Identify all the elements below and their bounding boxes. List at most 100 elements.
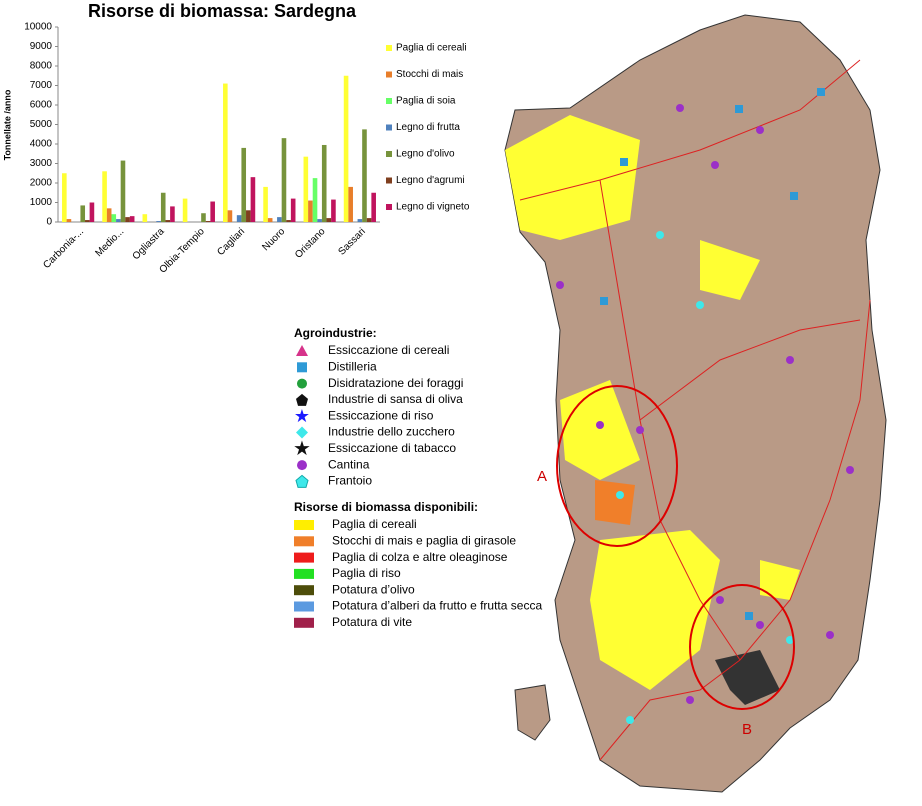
legend-label: Paglia di riso xyxy=(332,566,401,580)
bar xyxy=(129,216,135,222)
x-tick-label: Carbonia-... xyxy=(41,226,86,271)
legend-swatch xyxy=(386,204,392,210)
legend-swatch xyxy=(294,536,314,547)
legend-label: Paglia di cereali xyxy=(332,517,417,531)
legend-label: Disidratazione dei foraggi xyxy=(328,376,463,390)
legend-symbol: ★ xyxy=(294,406,310,426)
y-tick-label: 3000 xyxy=(30,158,53,169)
bar xyxy=(165,220,171,222)
legend-symbol xyxy=(296,426,308,439)
legend-swatch xyxy=(386,151,392,157)
bar xyxy=(331,199,336,222)
bar xyxy=(111,214,117,222)
bar xyxy=(142,214,148,222)
bar xyxy=(246,210,251,222)
y-tick-label: 7000 xyxy=(30,80,53,91)
y-tick-label: 0 xyxy=(46,217,52,228)
legend-label: Legno di vigneto xyxy=(396,202,470,213)
bar xyxy=(62,173,67,222)
bar xyxy=(89,202,95,222)
legend-label: Distilleria xyxy=(328,359,377,373)
bar xyxy=(66,219,72,222)
legend-title: Risorse di biomassa disponibili: xyxy=(294,500,478,514)
bar xyxy=(321,144,327,222)
bar xyxy=(241,147,247,222)
legend-label: Paglia di cereali xyxy=(396,43,467,54)
legend-swatch xyxy=(294,585,314,596)
map: A B xyxy=(504,14,887,793)
legend-label: Legno di frutta xyxy=(396,122,460,133)
bar xyxy=(156,221,161,222)
islet xyxy=(514,684,551,741)
legend-swatch xyxy=(386,177,392,184)
legend-symbol xyxy=(296,393,308,406)
bar xyxy=(286,220,291,222)
map-legend: Agroindustrie: Essiccazione di cereali Dis… xyxy=(293,326,542,629)
legend-swatch xyxy=(386,71,392,78)
legend-swatch xyxy=(294,520,314,530)
bar xyxy=(182,198,188,222)
y-tick-label: 8000 xyxy=(30,61,53,72)
legend-symbol xyxy=(295,474,309,488)
bar xyxy=(106,208,112,222)
map-label: A xyxy=(537,468,547,485)
legend-label: Potatura d’alberi da frutto e frutta sec… xyxy=(332,599,542,613)
bar xyxy=(223,83,228,222)
bar xyxy=(80,205,86,222)
cereal-areas xyxy=(505,115,800,690)
legend-symbol xyxy=(297,460,307,471)
y-tick-label: 6000 xyxy=(30,100,53,111)
y-tick-label: 5000 xyxy=(30,119,53,130)
bar xyxy=(371,192,376,222)
bar xyxy=(303,156,309,222)
legend-label: Essiccazione di riso xyxy=(328,408,434,422)
bar xyxy=(326,218,332,222)
x-tick-label: Nuoro xyxy=(260,226,287,253)
legend-label: Legno d'olivo xyxy=(396,149,455,160)
legend-symbol xyxy=(296,345,308,356)
bar xyxy=(312,178,318,222)
highlight-a xyxy=(556,385,678,547)
y-tick-label: 2000 xyxy=(30,178,53,189)
bar xyxy=(357,219,363,222)
legend-label: Potatura d’olivo xyxy=(332,582,415,596)
bar xyxy=(263,186,268,222)
legend-label: Potatura di vite xyxy=(332,615,412,629)
x-tick-label: Medio... xyxy=(93,226,126,259)
bar xyxy=(317,219,322,222)
bar xyxy=(205,221,211,222)
bar xyxy=(227,210,233,222)
bar xyxy=(343,75,349,222)
sites xyxy=(556,88,854,724)
legend-label: Industrie di sansa di oliva xyxy=(328,392,463,406)
highlight-b xyxy=(689,584,795,710)
bar xyxy=(281,138,287,222)
legend-label: Essiccazione di cereali xyxy=(328,343,449,357)
legend-label: Stocchi di mais xyxy=(396,69,463,80)
bar xyxy=(267,218,273,222)
cagliari-area xyxy=(715,650,780,705)
legend-label: Industrie dello zucchero xyxy=(328,425,455,439)
x-tick-label: Cagliari xyxy=(215,226,247,258)
y-tick-label: 10000 xyxy=(24,22,52,33)
legend-label: Legno d'agrumi xyxy=(396,175,465,186)
maize-area xyxy=(595,480,635,525)
map-label: B xyxy=(742,721,752,738)
legend-symbol xyxy=(297,362,307,373)
legend-label: Stocchi di mais e paglia di girasole xyxy=(332,533,516,547)
x-tick-label: Ogliastra xyxy=(131,226,167,262)
legend-swatch xyxy=(294,568,314,579)
bar xyxy=(170,206,175,222)
bar xyxy=(125,217,130,222)
legend-symbol: ★ xyxy=(293,438,311,460)
legend-title: Agroindustrie: xyxy=(294,326,377,340)
y-axis-title: Tonnellate /anno xyxy=(2,89,12,160)
legend-label: Cantina xyxy=(328,457,370,471)
legend-label: Frantoio xyxy=(328,474,372,488)
bar xyxy=(85,220,90,222)
legend-label: Paglia di soia xyxy=(396,96,456,107)
bar xyxy=(236,215,242,222)
bar xyxy=(277,217,282,222)
bar xyxy=(160,192,166,222)
